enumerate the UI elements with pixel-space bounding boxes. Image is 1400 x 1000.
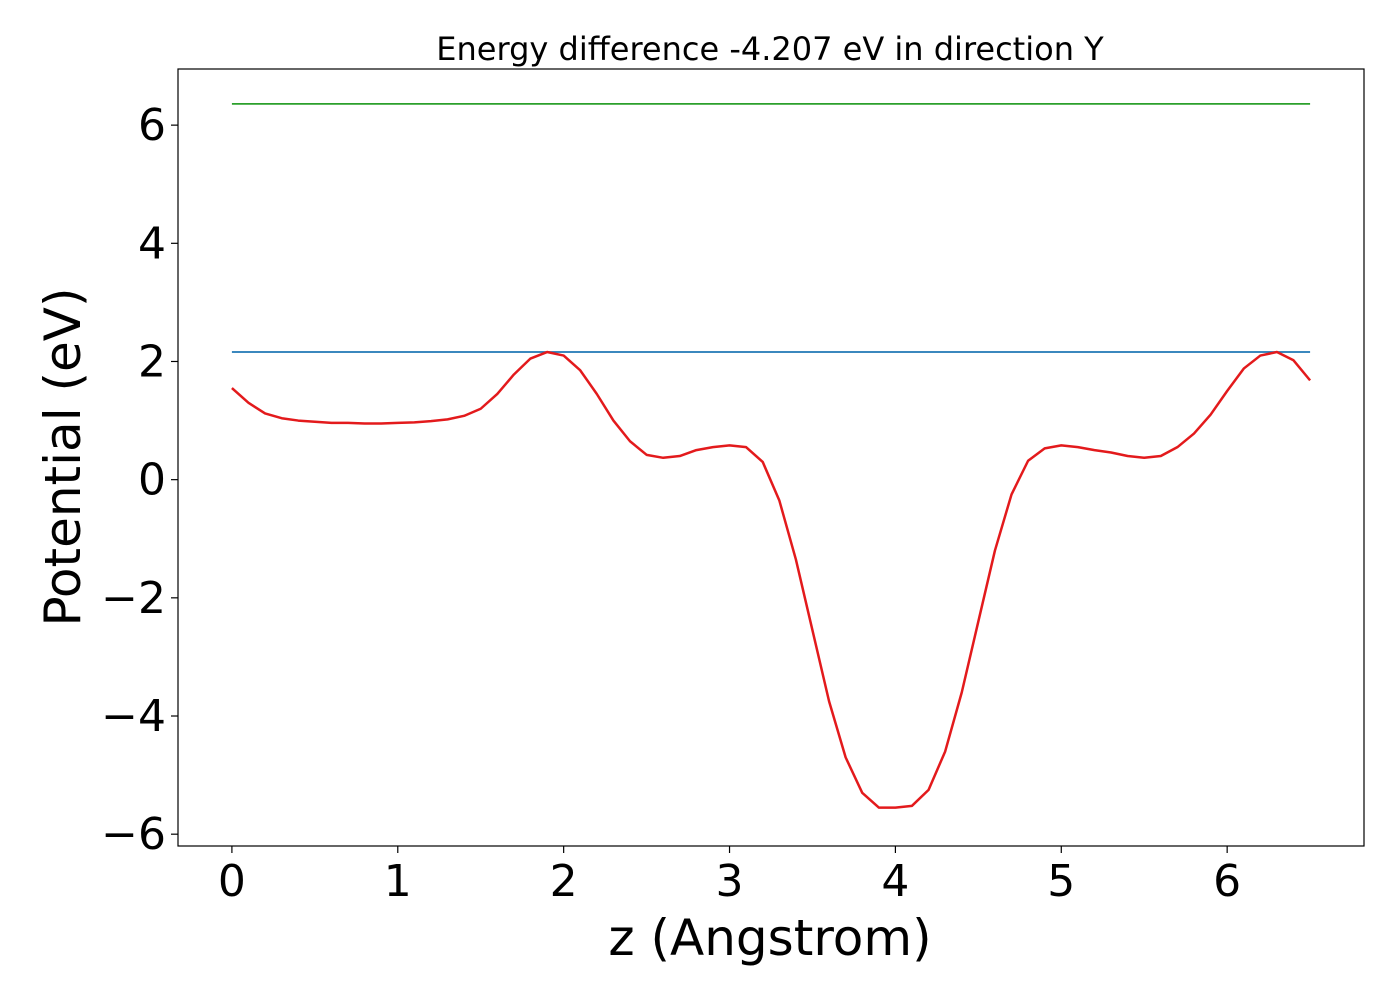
x-tick-label: 0 xyxy=(218,856,246,907)
y-tick-label: −4 xyxy=(101,691,166,742)
x-tick-label: 3 xyxy=(716,856,744,907)
x-tick-label: 2 xyxy=(550,856,578,907)
y-tick-label: 6 xyxy=(138,100,166,151)
y-tick-label: −2 xyxy=(101,573,166,624)
series-layer xyxy=(231,102,1312,809)
chart-title: Energy difference -4.207 eV in direction… xyxy=(436,30,1104,68)
y-tick-label: 4 xyxy=(138,218,166,269)
plot-frame xyxy=(177,68,1365,847)
y-axis-label: Potential (eV) xyxy=(34,288,92,627)
y-tick-label: 0 xyxy=(138,455,166,506)
y-axis-ticks: −6 −4 −2 0 2 4 6 xyxy=(101,100,178,860)
x-tick-label: 4 xyxy=(881,856,909,907)
x-tick-label: 1 xyxy=(384,856,412,907)
x-tick-label: 5 xyxy=(1047,856,1075,907)
y-tick-label: −6 xyxy=(101,809,166,860)
y-tick-label: 2 xyxy=(138,336,166,387)
x-axis-ticks: 0 1 2 3 4 5 6 xyxy=(218,846,1241,907)
potential-curve xyxy=(231,350,1312,809)
x-tick-label: 6 xyxy=(1213,856,1241,907)
x-axis-label: z (Angstrom) xyxy=(608,909,931,967)
